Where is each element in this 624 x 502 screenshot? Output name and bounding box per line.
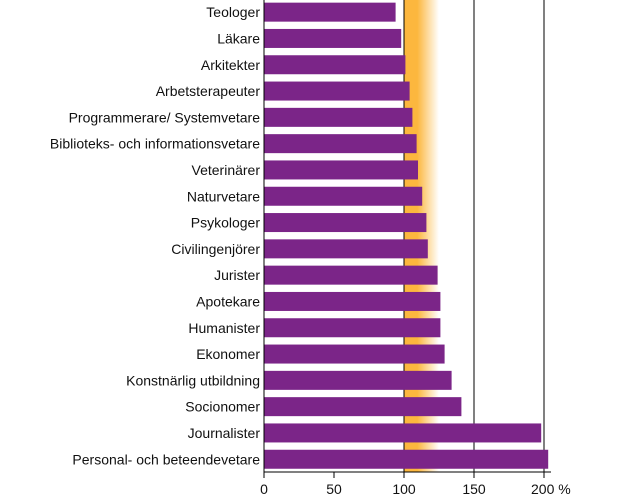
bar	[264, 239, 428, 259]
highlight-band-layer	[404, 0, 439, 472]
bar	[264, 81, 410, 101]
bar	[264, 28, 402, 48]
category-label: Veterinärer	[192, 162, 261, 178]
bar	[264, 291, 441, 311]
bar	[264, 370, 452, 390]
category-label: Apotekare	[196, 293, 260, 309]
category-label: Socionomer	[185, 399, 260, 415]
category-label: Naturvetare	[187, 188, 260, 204]
bar	[264, 265, 438, 285]
x-tick-label: 150	[462, 481, 486, 497]
bar	[264, 213, 427, 233]
x-tick-label: 200 %	[531, 481, 571, 497]
bar	[264, 134, 417, 154]
x-axis: 0 50 100 150 200 %	[260, 0, 571, 497]
bar	[264, 397, 462, 417]
bar	[264, 2, 396, 22]
highlight-band	[404, 0, 439, 472]
category-label: Arkitekter	[201, 57, 260, 73]
category-label: Civilingenjörer	[171, 241, 260, 257]
category-label: Humanister	[188, 320, 260, 336]
bar	[264, 107, 413, 127]
category-label: Läkare	[217, 30, 260, 46]
category-label: Jurister	[214, 267, 260, 283]
x-tick-label: 0	[260, 481, 268, 497]
bar	[264, 186, 423, 206]
category-label: Personal- och beteendevetare	[72, 451, 260, 467]
category-label: Psykologer	[191, 215, 261, 231]
bar	[264, 423, 542, 443]
bars-layer	[264, 2, 549, 469]
bar	[264, 318, 441, 338]
bar	[264, 449, 549, 469]
category-label: Journalister	[188, 425, 261, 441]
bar	[264, 344, 445, 364]
reference-lines-layer	[403, 0, 545, 472]
category-label: Programmerare/ Systemvetare	[69, 109, 261, 125]
x-tick-label: 100	[392, 481, 416, 497]
x-tick-label: 50	[326, 481, 342, 497]
category-label: Ekonomer	[196, 346, 260, 362]
category-label: Konstnärlig utbildning	[126, 372, 260, 388]
bar	[264, 160, 418, 180]
bar	[264, 55, 406, 75]
category-label: Biblioteks- och informationsvetare	[50, 136, 260, 152]
category-labels-layer: Teologer Läkare Arkitekter Arbetsterapeuter…	[50, 4, 260, 467]
category-label: Teologer	[206, 4, 260, 20]
category-label: Arbetsterapeuter	[156, 83, 261, 99]
